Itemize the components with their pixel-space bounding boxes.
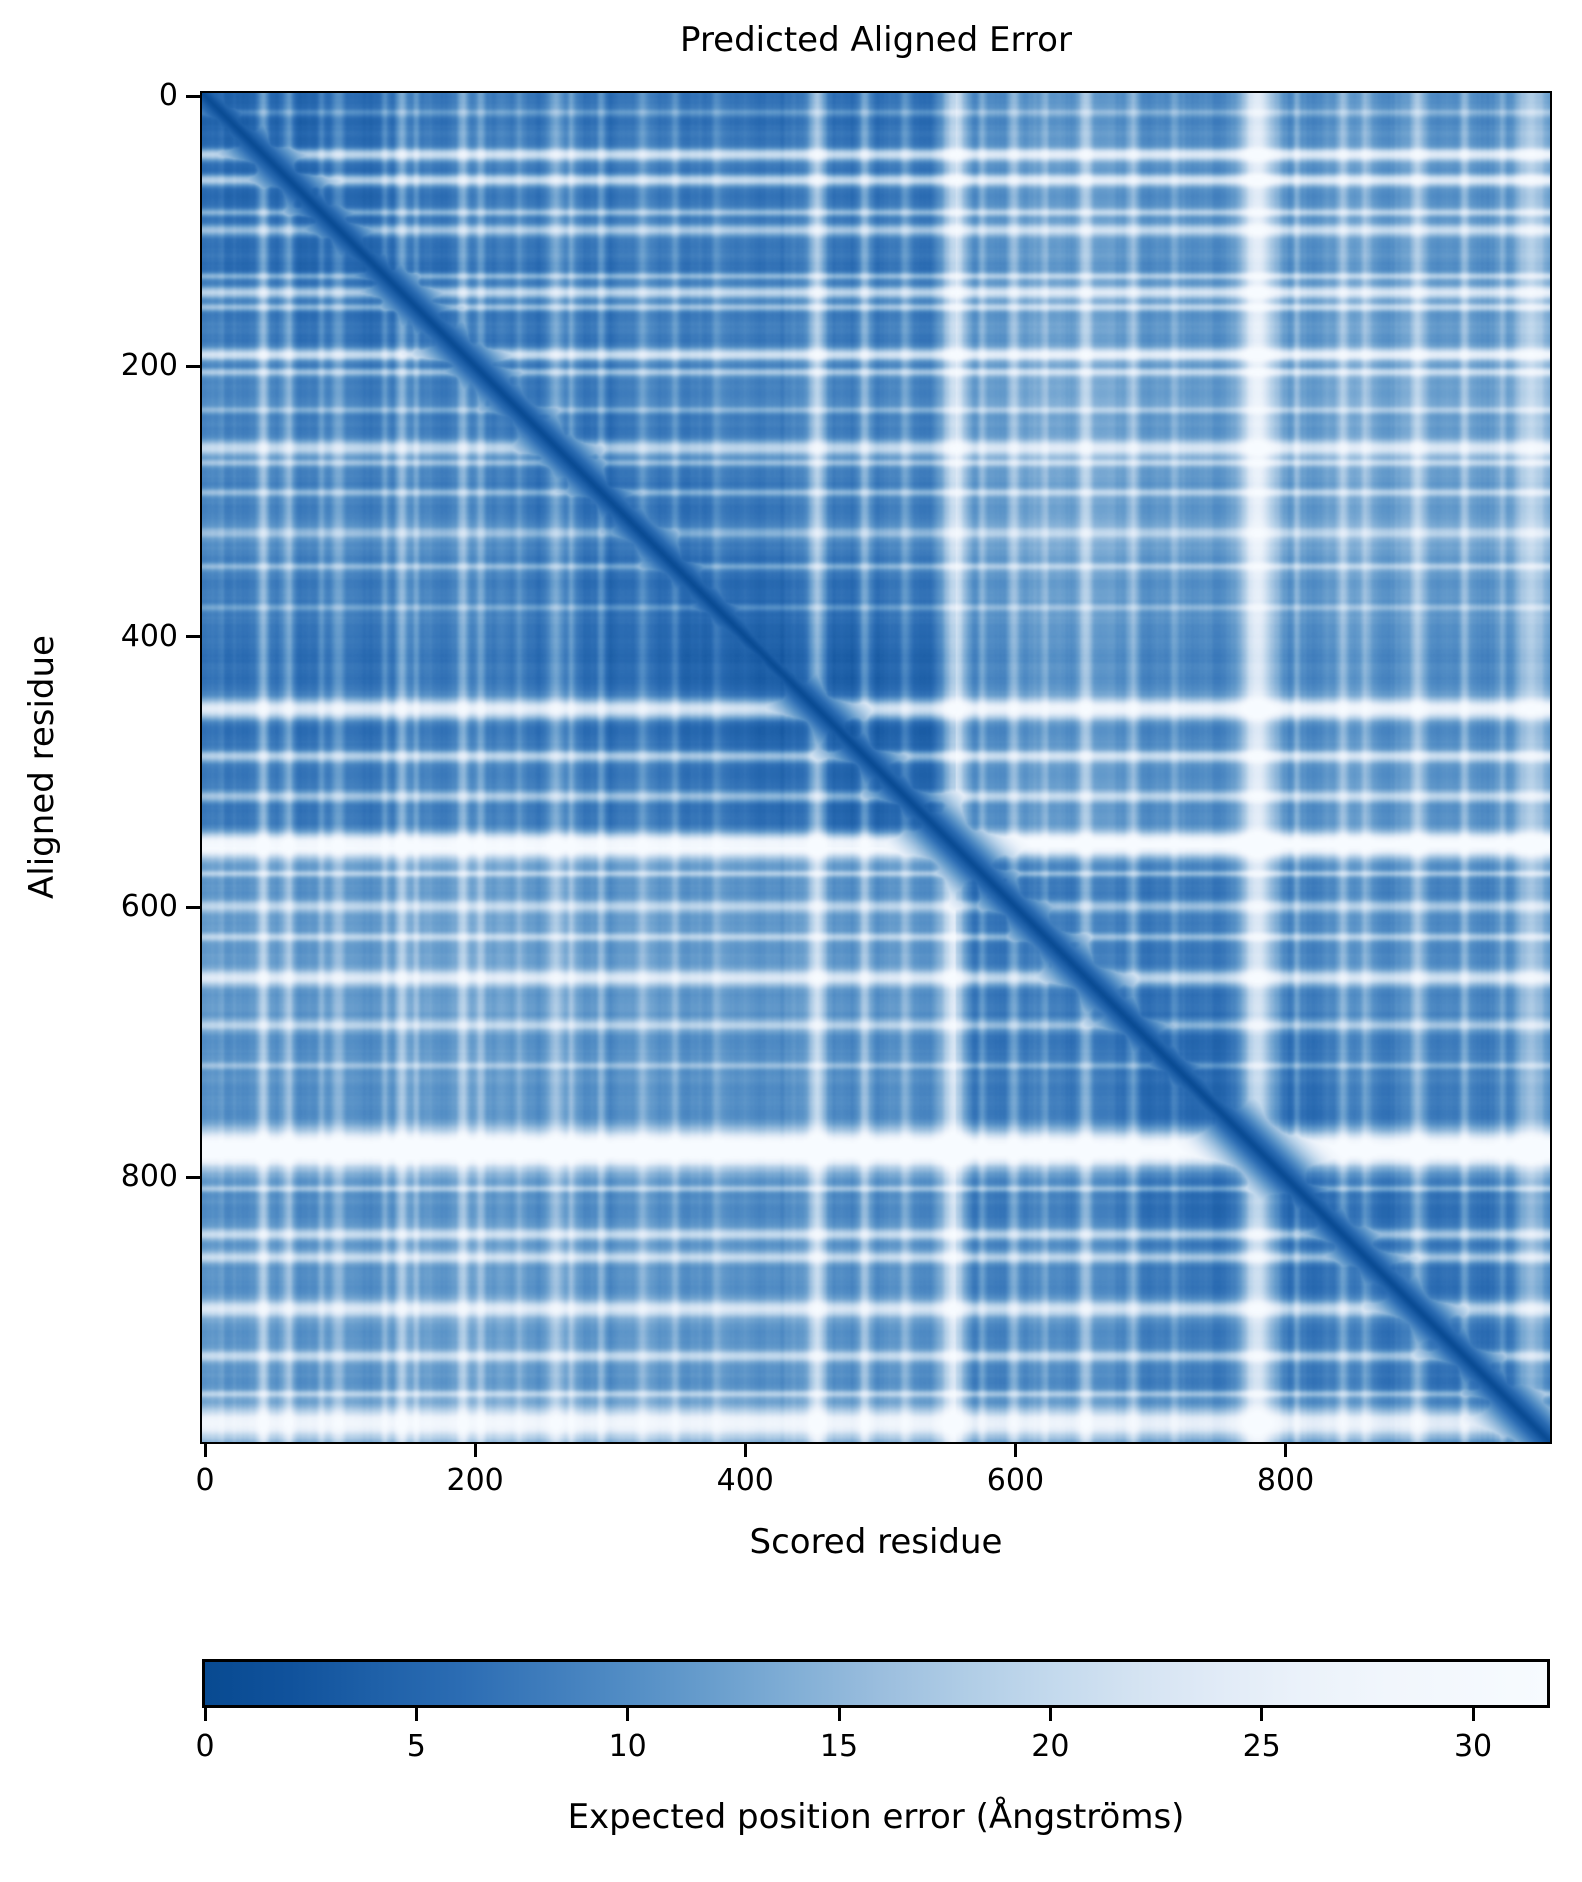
y-tick-200-mark (186, 364, 200, 368)
x-tick-400-label: 400 (716, 1463, 774, 1498)
colorbar-tick-30-mark (1471, 1708, 1475, 1721)
colorbar-tick-25-label: 25 (1242, 1729, 1281, 1764)
colorbar-tick-25-mark (1260, 1708, 1264, 1721)
x-tick-0-mark (203, 1444, 207, 1457)
colorbar-tick-20-label: 20 (1031, 1729, 1070, 1764)
x-axis-label: Scored residue (749, 1522, 1003, 1562)
colorbar-tick-0-label: 0 (195, 1729, 215, 1764)
x-tick-0-label: 0 (195, 1463, 215, 1498)
y-tick-200-label: 200 (120, 348, 178, 384)
colorbar-tick-5-label: 5 (406, 1729, 426, 1764)
colorbar-tick-15-mark (837, 1708, 841, 1721)
y-tick-600-label: 600 (120, 889, 178, 925)
y-tick-0-mark (186, 94, 200, 98)
colorbar (202, 1659, 1550, 1708)
colorbar-tick-15-label: 15 (819, 1729, 859, 1764)
y-tick-600-mark (186, 905, 200, 909)
heatmap-plot-area (200, 91, 1552, 1444)
y-tick-800-label: 800 (120, 1159, 178, 1195)
colorbar-tick-10-mark (626, 1708, 630, 1721)
colorbar-label: Expected position error (Ångströms) (567, 1797, 1185, 1837)
x-tick-400-mark (743, 1444, 747, 1457)
y-axis-label: Aligned residue (22, 635, 62, 899)
colorbar-tick-10-label: 10 (608, 1729, 647, 1764)
y-tick-400-label: 400 (120, 618, 178, 654)
plot-title: Predicted Aligned Error (680, 20, 1072, 60)
x-tick-800-label: 800 (1256, 1463, 1315, 1498)
pae-heatmap-canvas (202, 93, 1550, 1442)
colorbar-gradient (205, 1662, 1547, 1705)
x-tick-200-mark (473, 1444, 477, 1457)
colorbar-tick-0-mark (203, 1708, 207, 1721)
colorbar-tick-20-mark (1048, 1708, 1052, 1721)
x-tick-200-label: 200 (446, 1463, 504, 1498)
y-tick-0-label: 0 (158, 78, 178, 113)
colorbar-tick-30-label: 30 (1453, 1729, 1493, 1764)
y-tick-400-mark (186, 635, 200, 639)
y-tick-800-mark (186, 1175, 200, 1179)
colorbar-tick-5-mark (414, 1708, 418, 1721)
x-tick-600-label: 600 (986, 1463, 1045, 1498)
x-tick-800-mark (1284, 1444, 1288, 1457)
x-tick-600-mark (1013, 1444, 1017, 1457)
